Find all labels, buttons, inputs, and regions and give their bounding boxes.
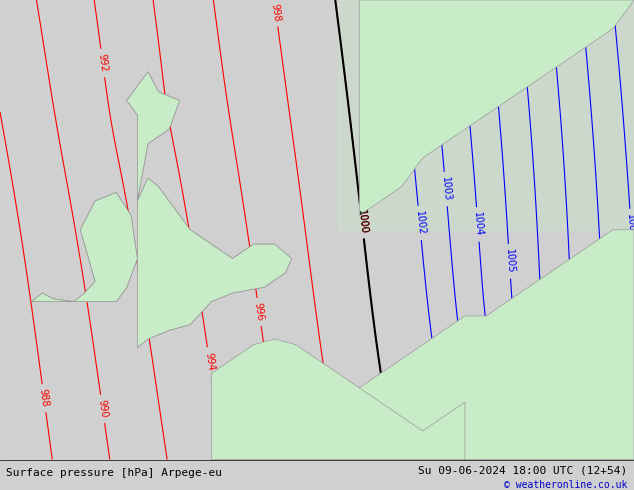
Text: 1009: 1009 [625,214,634,239]
Polygon shape [32,193,138,302]
Text: 992: 992 [96,53,109,73]
Polygon shape [127,72,292,347]
Text: 1005: 1005 [503,249,515,274]
Text: 1002: 1002 [413,210,426,236]
Text: 994: 994 [203,351,216,371]
Text: 1003: 1003 [440,176,452,202]
Text: 1006: 1006 [556,414,572,441]
Text: 1008: 1008 [595,250,607,275]
Text: 1000: 1000 [356,209,368,234]
Text: 988: 988 [38,389,50,408]
Text: 1000: 1000 [356,209,368,234]
Text: 996: 996 [253,302,266,322]
Polygon shape [211,339,465,460]
Text: © weatheronline.co.uk: © weatheronline.co.uk [504,480,628,490]
Text: Surface pressure [hPa] Arpege-eu: Surface pressure [hPa] Arpege-eu [6,468,223,478]
Text: 1007: 1007 [571,354,587,381]
Text: Su 09-06-2024 18:00 UTC (12+54): Su 09-06-2024 18:00 UTC (12+54) [418,465,628,475]
Text: 990: 990 [96,399,109,418]
Polygon shape [296,230,634,460]
Text: 998: 998 [269,2,282,22]
Polygon shape [127,72,292,347]
Polygon shape [32,193,138,302]
Polygon shape [359,0,634,216]
Text: 1004: 1004 [472,212,484,237]
